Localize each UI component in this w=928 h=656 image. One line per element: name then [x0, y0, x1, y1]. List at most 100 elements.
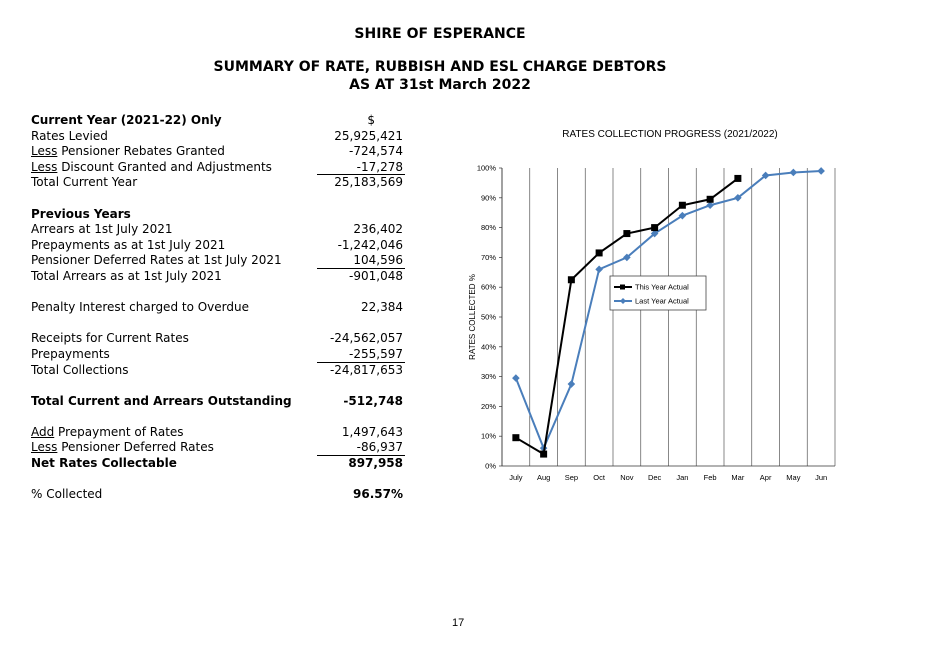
y-tick-label: 100% — [477, 164, 497, 173]
data-point — [595, 265, 603, 274]
x-tick-label: Oct — [593, 473, 606, 482]
data-point — [678, 201, 686, 209]
y-tick-label: 50% — [481, 313, 496, 322]
penalty-value: 22,384 — [361, 300, 403, 315]
rebates-text: Pensioner Rebates Granted — [57, 144, 225, 159]
data-point — [706, 195, 714, 203]
rates-levied-value: 25,925,421 — [334, 128, 403, 143]
current-year-heading: Current Year (2021-22) Only — [31, 113, 222, 127]
less-deferred-label: Less Pensioner Deferred Rates — [31, 440, 214, 456]
legend-swatch-marker — [620, 284, 625, 290]
y-tick-label: 30% — [481, 372, 496, 381]
receipts-label: Receipts for Current Rates — [31, 331, 189, 346]
total-current-value: 25,183,569 — [334, 175, 403, 190]
data-point — [789, 168, 798, 177]
x-tick-label: Feb — [704, 473, 717, 482]
prepayments-row: Prepayments -255,597 — [31, 347, 411, 363]
x-tick-label: Mar — [731, 473, 744, 482]
y-tick-label: 20% — [481, 402, 496, 411]
prepayments-july-label: Prepayments as at 1st July 2021 — [31, 237, 226, 252]
report-date: AS AT 31st March 2022 — [349, 77, 531, 93]
discounts-text: Discount Granted and Adjustments — [57, 159, 272, 174]
prepayments-value: -255,597 — [349, 346, 403, 361]
legend-box — [609, 275, 707, 311]
pct-collected-label: % Collected — [31, 487, 103, 502]
y-tick-label: 40% — [481, 342, 496, 351]
legend-swatch-marker — [620, 298, 626, 304]
net-collectable-label: Net Rates Collectable — [31, 456, 177, 471]
x-tick-label: Jun — [815, 473, 827, 482]
x-tick-label: May — [786, 473, 800, 482]
x-tick-label: Nov — [620, 473, 634, 482]
add-prepayment-label: Add Prepayment of Rates — [31, 425, 184, 441]
series-line — [515, 177, 739, 456]
total-collections-value: -24,817,653 — [329, 362, 403, 377]
data-point — [734, 174, 742, 182]
receipts-value: -24,562,057 — [329, 331, 403, 346]
y-tick-label: 10% — [481, 432, 496, 441]
data-point — [512, 434, 520, 442]
rates-levied-label: Rates Levied — [31, 128, 108, 143]
less-deferred-prefix: Less — [31, 440, 58, 455]
outstanding-value: -512,748 — [343, 393, 403, 408]
outstanding-label: Total Current and Arrears Outstanding — [31, 393, 292, 408]
discounts-label: Less Discount Granted and Adjustments — [31, 160, 272, 176]
legend-label: This Year Actual — [635, 283, 689, 292]
less-deferred-value: -86,937 — [356, 440, 403, 455]
data-point — [540, 450, 548, 458]
data-point — [595, 249, 603, 257]
net-collectable-value: 897,958 — [348, 456, 403, 471]
x-tick-label: Dec — [648, 473, 662, 482]
report-title: SUMMARY OF RATE, RUBBISH AND ESL CHARGE … — [213, 59, 667, 75]
data-point — [817, 167, 825, 175]
data-point — [512, 374, 520, 382]
total-arrears-row: Total Arrears as at 1st July 2021 -901,0… — [31, 269, 411, 285]
data-point — [567, 380, 576, 388]
x-tick-label: Jan — [676, 473, 688, 482]
discounts-prefix: Less — [31, 159, 58, 174]
data-point — [623, 230, 631, 238]
prepayments-label: Prepayments — [31, 346, 110, 361]
page-number: 17 — [452, 617, 465, 629]
y-tick-label: 80% — [481, 223, 496, 232]
add-prepayment-row: Add Prepayment of Rates 1,497,643 — [31, 425, 411, 441]
y-tick-label: 60% — [481, 283, 496, 292]
y-tick-label: 0% — [485, 462, 496, 471]
arrears-value: 236,402 — [353, 222, 403, 237]
rebates-value: -724,574 — [349, 144, 403, 159]
legend-label: Last Year Actual — [635, 297, 689, 306]
rebates-prefix: Less — [31, 144, 58, 159]
currency-symbol: $ — [367, 113, 375, 127]
add-prepayment-value: 1,497,643 — [341, 424, 403, 439]
receipts-row: Receipts for Current Rates -24,562,057 — [31, 331, 411, 347]
rebates-row: Less Pensioner Rebates Granted -724,574 — [31, 144, 411, 160]
add-prepayment-prefix: Add — [31, 424, 55, 439]
y-tick-label: 90% — [481, 193, 496, 202]
discounts-row: Less Discount Granted and Adjustments -1… — [31, 160, 411, 176]
pensioner-deferred-label: Pensioner Deferred Rates at 1st July 202… — [31, 253, 282, 268]
pct-collected-row: % Collected 96.57% — [31, 487, 411, 503]
less-deferred-text: Pensioner Deferred Rates — [57, 440, 214, 455]
prepayments-july-row: Prepayments as at 1st July 2021 -1,242,0… — [31, 238, 411, 254]
series-line — [514, 169, 822, 451]
pensioner-deferred-value: 104,596 — [353, 253, 403, 268]
collection-chart: RATES COLLECTION PROGRESS (2021/2022) 0%… — [462, 126, 842, 486]
less-deferred-row: Less Pensioner Deferred Rates -86,937 — [31, 440, 411, 456]
arrears-label: Arrears at 1st July 2021 — [31, 222, 173, 237]
previous-years-heading: Previous Years — [31, 206, 131, 221]
total-current-label: Total Current Year — [31, 175, 138, 190]
arrears-row: Arrears at 1st July 2021 236,402 — [31, 222, 411, 238]
total-arrears-value: -901,048 — [349, 268, 403, 283]
y-tick-label: 70% — [481, 253, 496, 262]
rates-levied-row: Rates Levied 25,925,421 — [31, 129, 411, 145]
x-tick-label: Sep — [565, 473, 578, 482]
rates-ledger: Current Year (2021-22) Only $ Rates Levi… — [31, 113, 411, 503]
org-name: SHIRE OF ESPERANCE — [354, 26, 526, 42]
total-arrears-label: Total Arrears as at 1st July 2021 — [31, 268, 222, 283]
previous-years-heading-row: Previous Years — [31, 207, 411, 223]
total-collections-label: Total Collections — [31, 362, 129, 377]
current-year-heading-row: Current Year (2021-22) Only $ — [31, 113, 411, 129]
add-prepayment-text: Prepayment of Rates — [54, 424, 184, 439]
pct-collected-value: 96.57% — [353, 487, 403, 502]
y-axis-label: RATES COLLECTED % — [468, 274, 477, 360]
